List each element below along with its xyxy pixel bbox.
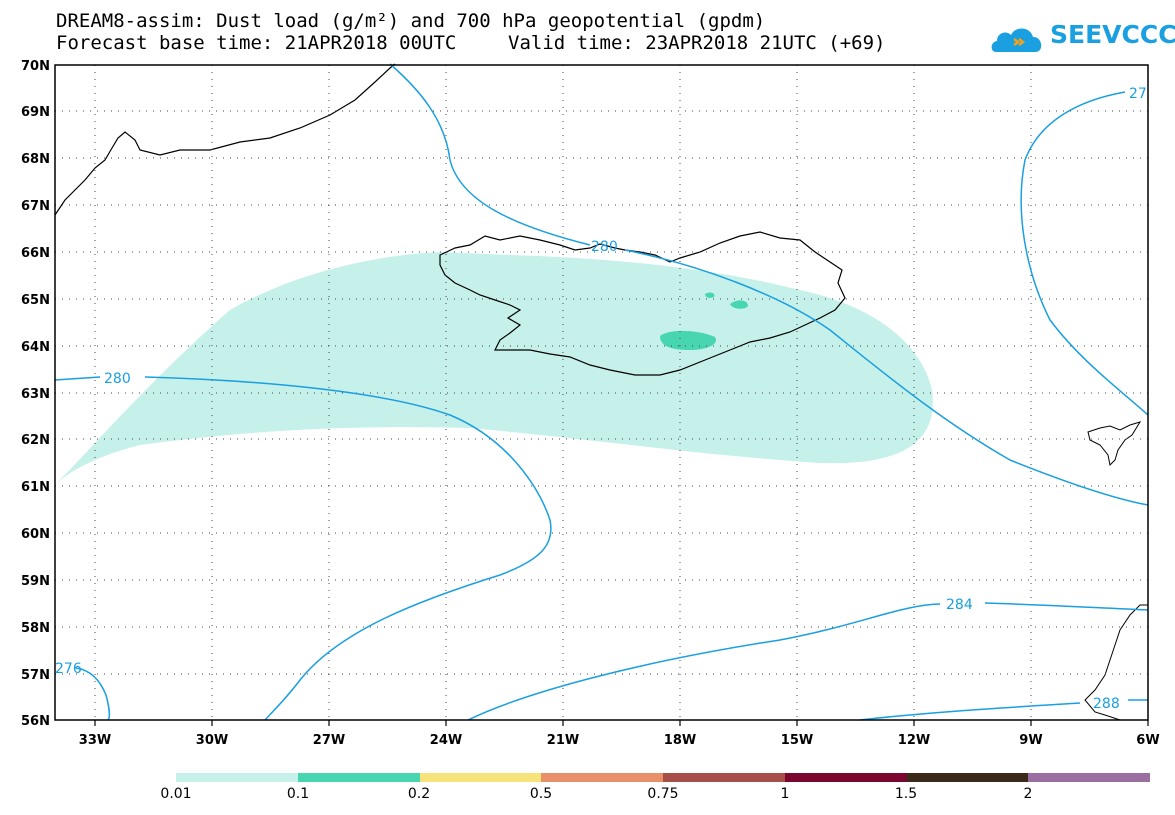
lat-label: 61N — [21, 480, 50, 495]
lon-label: 15W — [781, 733, 813, 748]
colorbar-label: 0.01 — [160, 786, 192, 802]
valid-time: Valid time: 23APR2018 21UTC (+69) — [508, 32, 886, 54]
contour-label: 284 — [946, 597, 973, 613]
colorbar-segment — [297, 773, 420, 782]
iceland-coastline — [439, 231, 846, 376]
map-title: DREAM8-assim: Dust load (g/m²) and 700 h… — [56, 10, 766, 32]
colorbar-segment — [541, 773, 663, 782]
lon-label: 33W — [79, 733, 111, 748]
lat-label: 63N — [21, 387, 50, 402]
colorbar-segment — [663, 773, 785, 782]
lat-label: 62N — [21, 433, 50, 448]
forecast-base-time: Forecast base time: 21APR2018 00UTC — [56, 32, 457, 54]
colorbar — [176, 773, 1150, 782]
gridlines — [55, 65, 1148, 720]
lon-label: 12W — [898, 733, 930, 748]
lat-label: 60N — [21, 527, 50, 542]
contour-label: 27 — [1129, 86, 1147, 102]
contour-label: 280 — [591, 239, 618, 255]
colorbar-label: 0.75 — [647, 786, 679, 802]
colorbar-segment — [784, 773, 907, 782]
lon-label: 24W — [430, 733, 462, 748]
contour-label: 280 — [104, 371, 131, 387]
colorbar-segment — [176, 773, 298, 782]
lat-label: 58N — [21, 621, 50, 636]
colorbar-segment — [419, 773, 542, 782]
dust-load-area — [55, 252, 933, 485]
colorbar-label: 1 — [780, 786, 790, 802]
colorbar-label: 0.1 — [286, 786, 310, 802]
lat-label: 56N — [21, 714, 50, 729]
greenland-coastline — [54, 63, 396, 216]
lat-label: 69N — [21, 105, 50, 120]
lon-label: 27W — [313, 733, 345, 748]
lat-label: 70N — [21, 59, 50, 74]
colorbar-label: 2 — [1023, 786, 1033, 802]
latitude-labels: 70N 69N 68N 67N 66N 65N 64N 63N 62N 61N … — [21, 59, 50, 729]
dust-load-core — [660, 330, 716, 350]
cloud-icon — [991, 28, 1042, 52]
colorbar-label: 0.2 — [407, 786, 431, 802]
lat-label: 64N — [21, 340, 50, 355]
map-frame — [54, 64, 1149, 721]
faroe-islands — [1087, 421, 1142, 467]
colorbar-label: 0.5 — [529, 786, 553, 802]
lat-label: 59N — [21, 574, 50, 589]
lat-label: 66N — [21, 246, 50, 261]
lon-label: 30W — [196, 733, 228, 748]
lon-label: 18W — [664, 733, 696, 748]
colorbar-segment — [1028, 773, 1150, 782]
lat-label: 67N — [21, 199, 50, 214]
lon-label: 9W — [1019, 733, 1042, 748]
colorbar-segment — [906, 773, 1029, 782]
contour-label: 288 — [1093, 696, 1120, 712]
colorbar-label: 1.5 — [894, 786, 918, 802]
lat-label: 57N — [21, 668, 50, 683]
lon-label: 6W — [1136, 733, 1159, 748]
lat-label: 65N — [21, 293, 50, 308]
geopotential-contours — [54, 63, 1149, 721]
contour-label: 276 — [55, 661, 82, 677]
lon-label: 21W — [547, 733, 579, 748]
logo-text: SEEVCCC — [1050, 20, 1175, 49]
longitude-labels: 33W 30W 27W 24W 21W 18W 15W 12W 9W 6W — [79, 733, 1160, 748]
lat-label: 68N — [21, 152, 50, 167]
